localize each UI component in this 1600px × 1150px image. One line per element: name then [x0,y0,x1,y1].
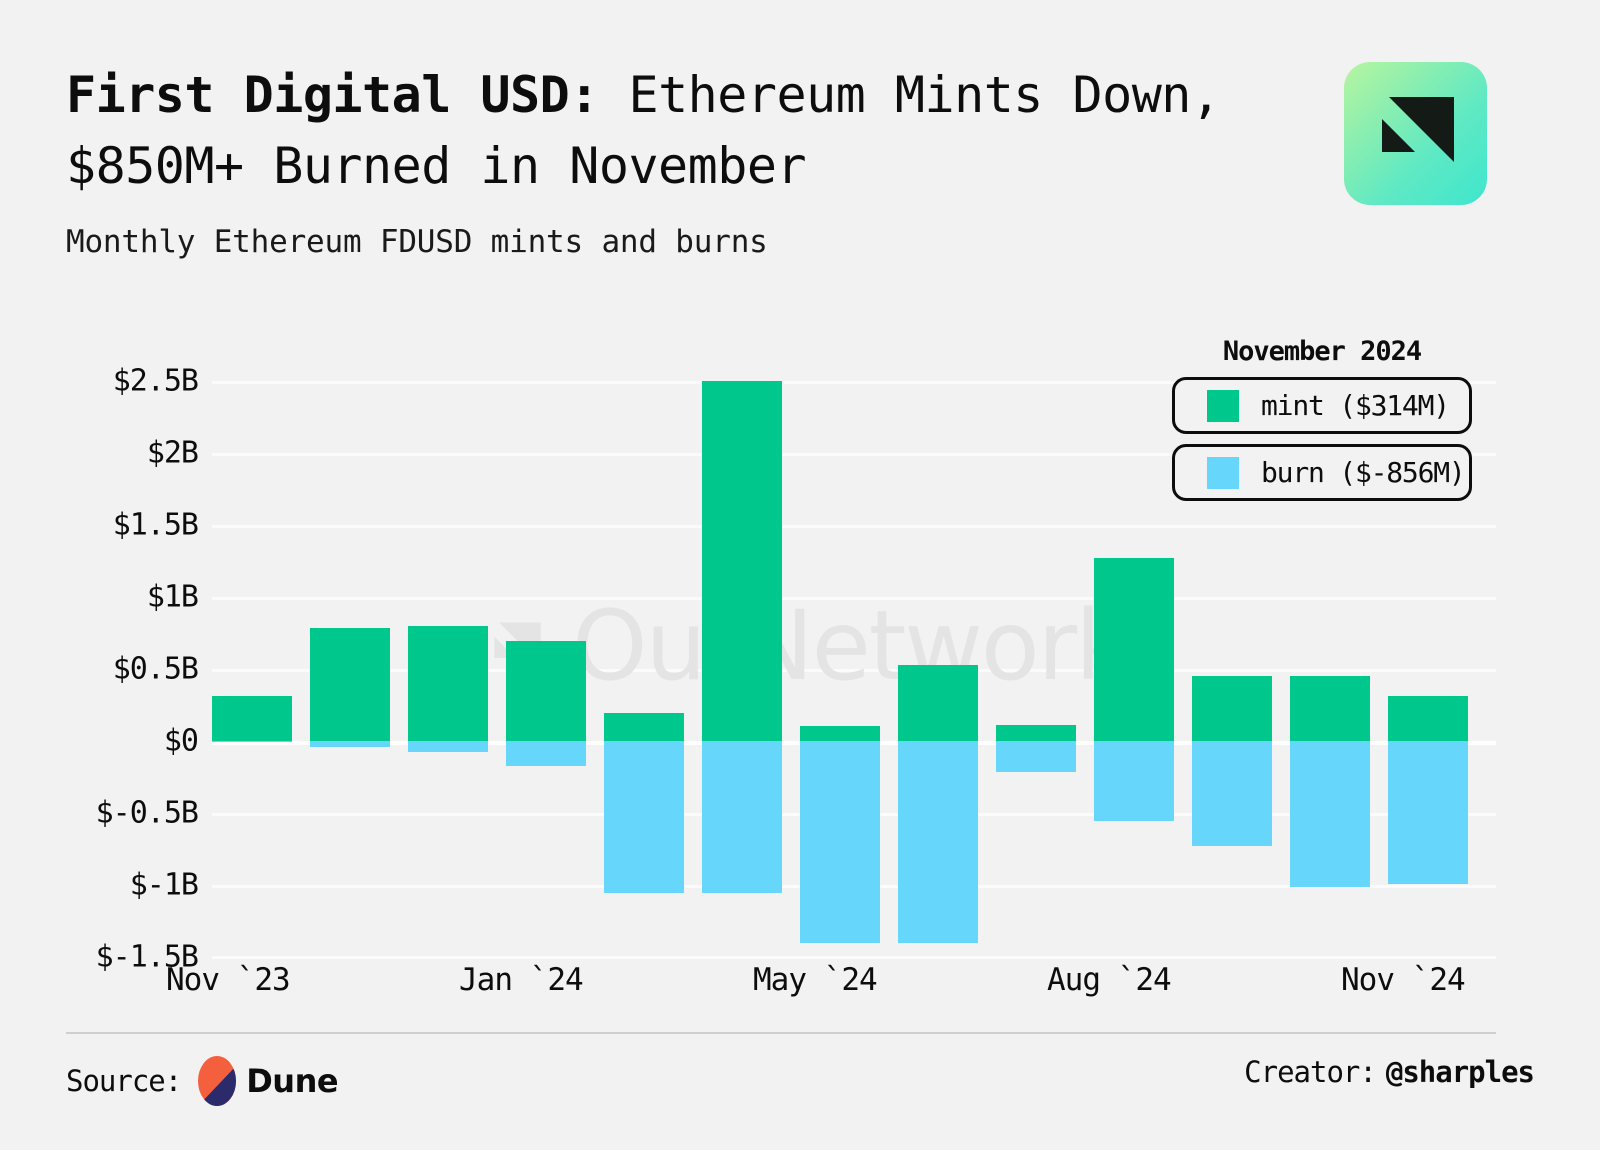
bar-mint[interactable] [800,726,880,741]
gridline [212,597,1496,600]
bar-mint[interactable] [506,641,586,741]
bar-mint[interactable] [1094,558,1174,741]
bar-burn[interactable] [1094,741,1174,821]
y-tick-label: $0.5B [112,651,199,687]
bar-mint[interactable] [212,696,292,741]
creator-label: Creator: [1244,1055,1377,1089]
bar-burn[interactable] [800,741,880,943]
bar-mint[interactable] [1192,676,1272,741]
legend-label-mint: mint ($314M) [1261,389,1450,422]
x-tick-label: Jan `24 [459,962,584,998]
y-tick-label: $2.5B [112,363,199,399]
page-title: First Digital USD: Ethereum Mints Down, … [66,60,1226,202]
gridline [212,669,1496,672]
gridline [212,453,1496,456]
x-tick-label: Aug `24 [1047,962,1172,998]
bar-mint[interactable] [310,628,390,741]
dune-brand[interactable]: Dune [197,1055,339,1107]
gridline [212,525,1496,528]
bar-burn[interactable] [1388,741,1468,884]
bar-group[interactable] [800,381,880,956]
bar-mint[interactable] [1388,696,1468,741]
legend-item-mint[interactable]: mint ($314M) [1172,377,1472,434]
bar-group[interactable] [1192,381,1272,956]
bar-group[interactable] [1290,381,1370,956]
y-tick-label: $0 [163,723,199,759]
footer-divider [66,1032,1496,1034]
legend-swatch-mint [1207,389,1239,422]
legend-item-burn[interactable]: burn ($-856M) [1172,444,1472,501]
y-tick-label: $1.5B [112,507,199,543]
bar-group[interactable] [1094,381,1174,956]
bar-group[interactable] [702,381,782,956]
bar-group[interactable] [996,381,1076,956]
y-tick-label: $-1.5B [95,939,199,975]
bar-burn[interactable] [310,741,390,747]
bar-mint[interactable] [604,713,684,741]
y-tick-label: $-0.5B [95,795,199,831]
dune-logo-icon [198,1056,237,1106]
bar-burn[interactable] [898,741,978,943]
dune-label: Dune [246,1062,339,1100]
bar-mint[interactable] [408,626,488,741]
title-regular-part: Ethereum Mints Down, $850M+ Burned in No… [66,66,1221,195]
bar-mint[interactable] [898,665,978,741]
bar-group[interactable] [310,381,390,956]
bar-burn[interactable] [1192,741,1272,846]
y-tick-label: $1B [146,579,199,615]
bar-chart: $2.5B $2B $1.5B $1B $0.5B $0 $-0.5B $-1B… [95,336,1496,998]
x-tick-label: May `24 [753,962,878,998]
bar-group[interactable] [898,381,978,956]
x-tick-label: Nov `24 [1341,962,1466,998]
legend-title: November 2024 [1222,336,1422,367]
bar-mint[interactable] [702,381,782,741]
bar-group[interactable] [1388,381,1468,956]
bar-mint[interactable] [996,725,1076,741]
bar-group[interactable] [506,381,586,956]
page-subtitle: Monthly Ethereum FDUSD mints and burns [66,224,768,260]
legend-swatch-burn [1207,456,1239,489]
footer-creator: Creator: @sharples [1244,1055,1535,1089]
creator-handle[interactable]: @sharples [1385,1055,1535,1089]
x-tick-label: Nov `23 [166,962,291,998]
gridline [212,381,1496,384]
ournetwork-logo [1344,62,1487,205]
header: First Digital USD: Ethereum Mints Down, … [66,60,1496,260]
bar-burn[interactable] [1290,741,1370,887]
legend-label-burn: burn ($-856M) [1261,456,1466,489]
bar-burn[interactable] [702,741,782,893]
gridline [212,956,1496,959]
bar-burn[interactable] [996,741,1076,772]
y-tick-label: $2B [146,435,199,471]
chart-legend: November 2024 mint ($314M) burn ($-856M) [1172,336,1472,511]
y-tick-label: $-1B [129,867,199,903]
bar-burn[interactable] [408,741,488,752]
bar-mint[interactable] [1290,676,1370,741]
bar-burn[interactable] [212,741,292,742]
bar-group[interactable] [212,381,292,956]
footer-source: Source: Dune [66,1055,339,1107]
bar-burn[interactable] [604,741,684,893]
bar-group[interactable] [408,381,488,956]
bar-group[interactable] [604,381,684,956]
title-bold-part: First Digital USD: [66,66,599,124]
bar-burn[interactable] [506,741,586,766]
source-label: Source: [66,1064,182,1098]
